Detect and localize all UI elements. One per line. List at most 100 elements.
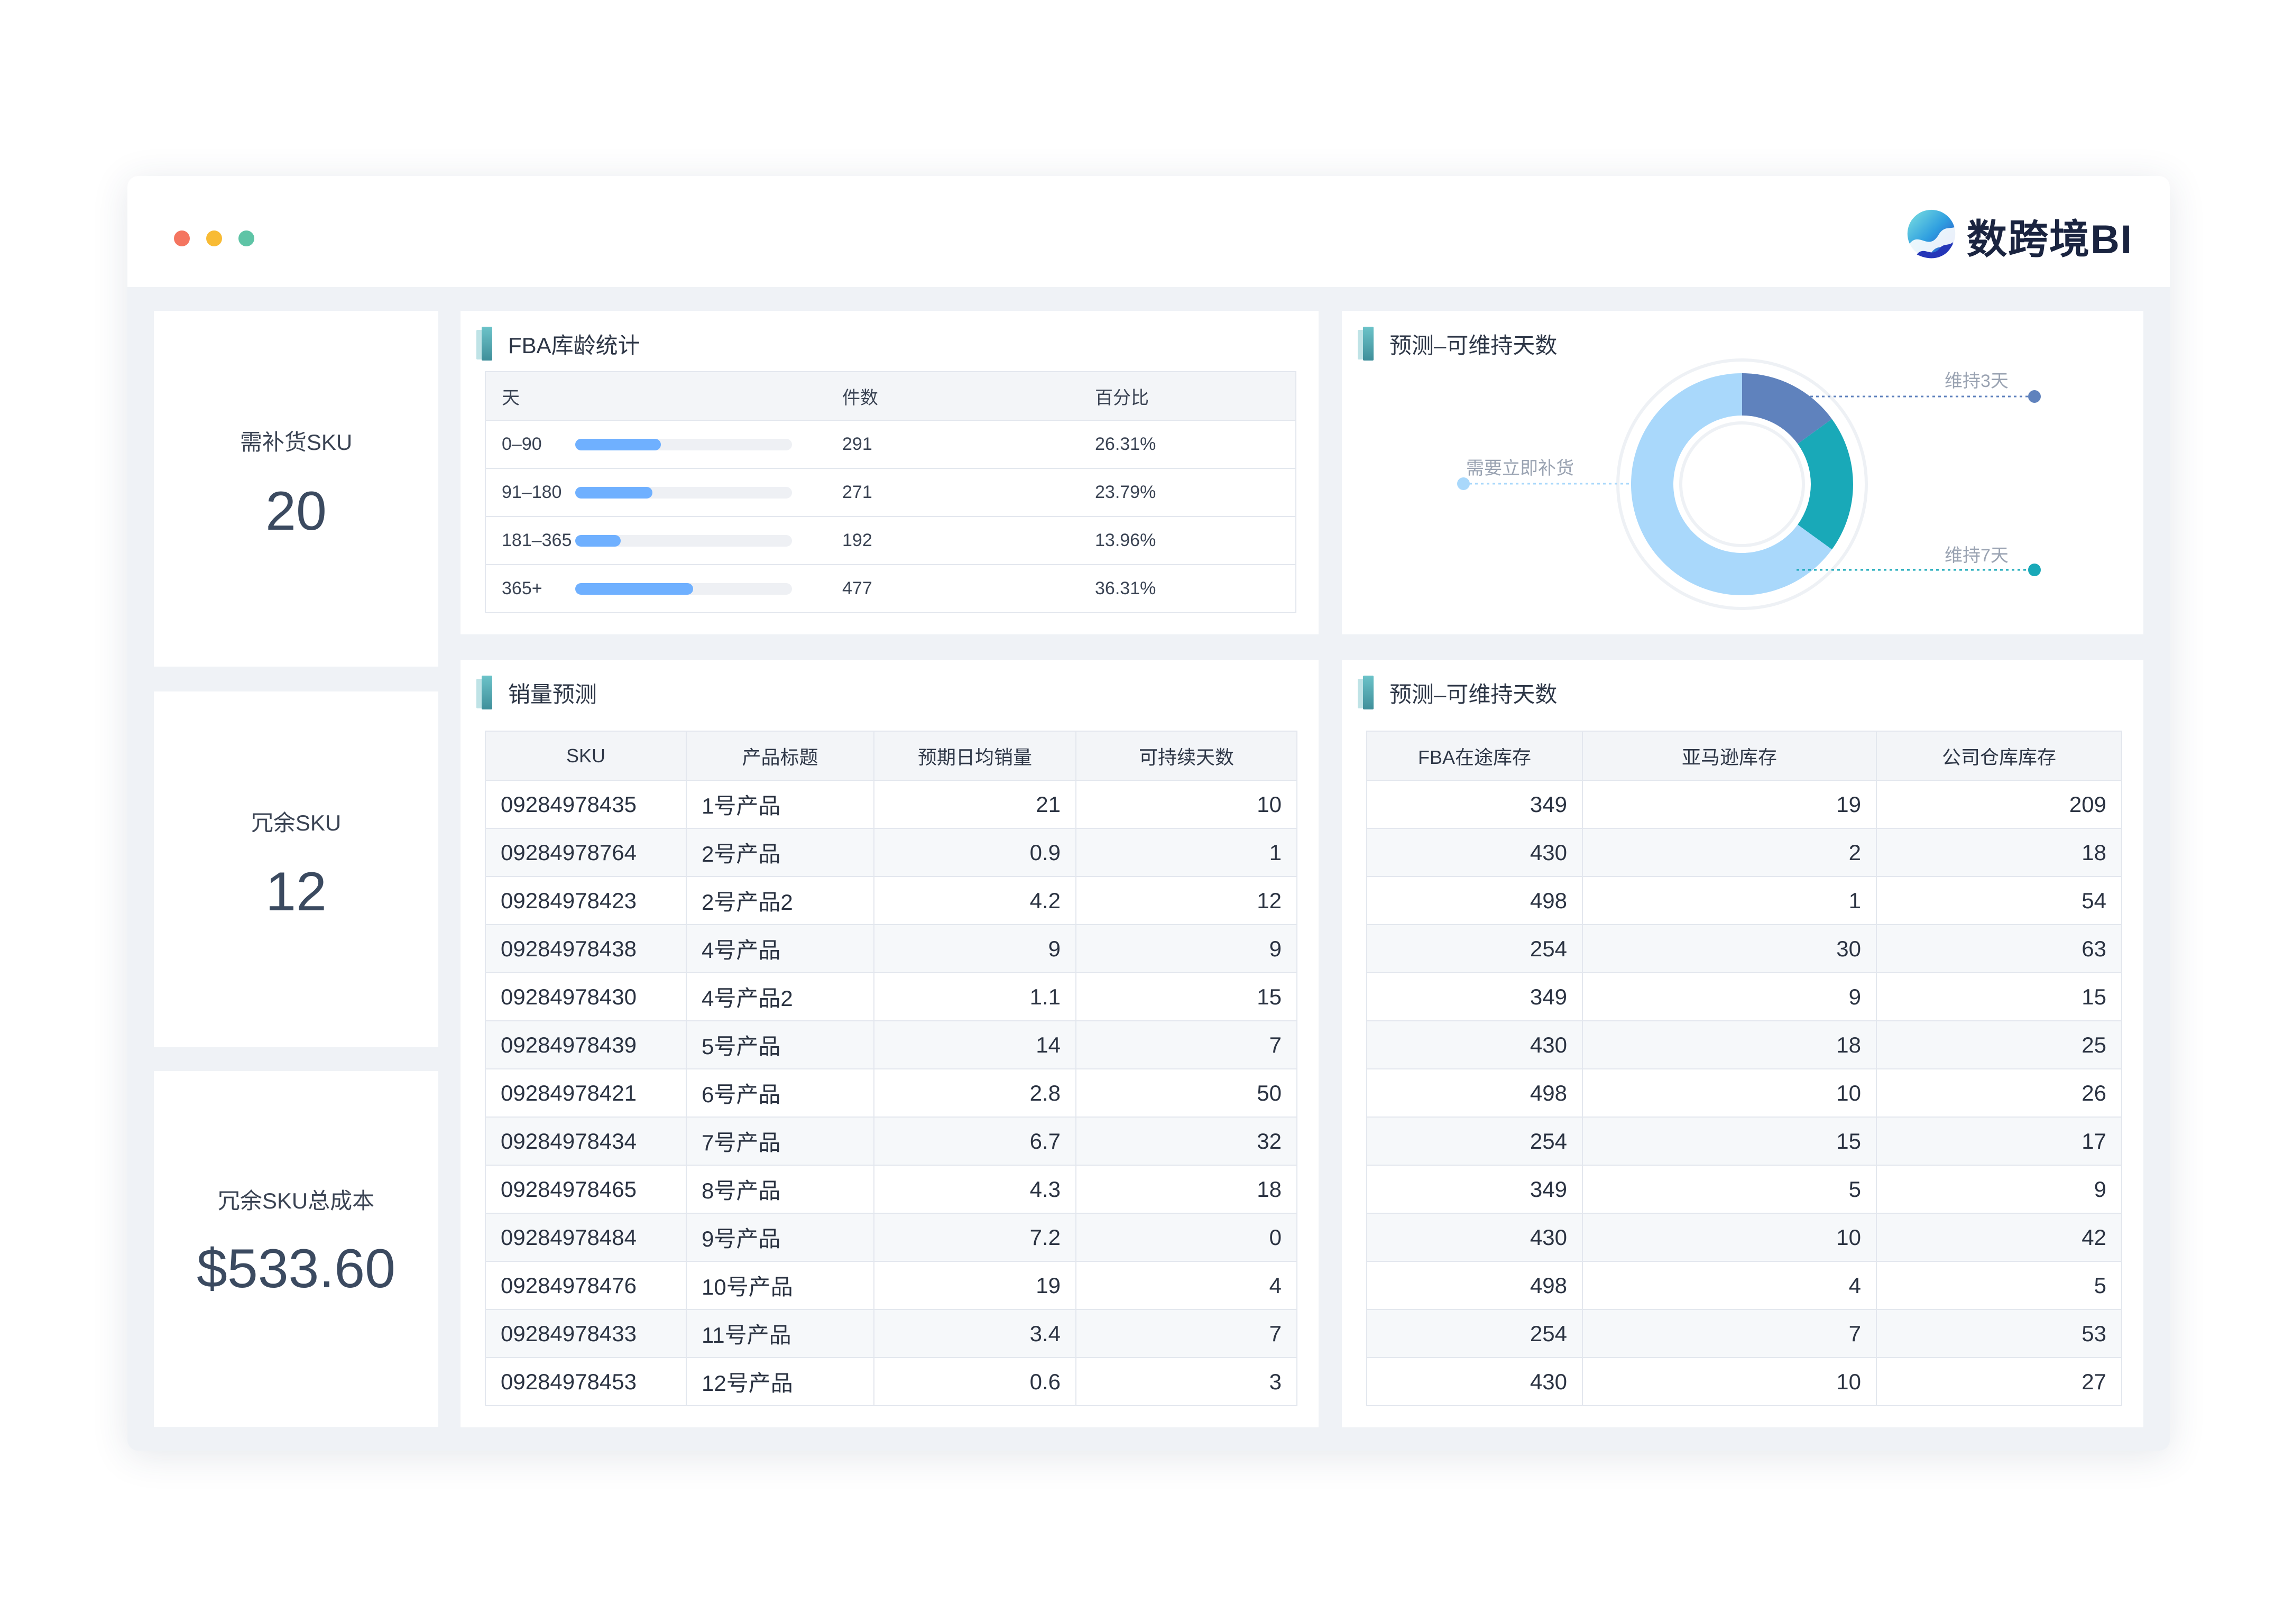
- inventory-panel: 预测–可维持天数 FBA在途库存 亚马逊库存 公司仓库库存 349 19 209 430 2…: [1342, 660, 2143, 1427]
- panel-title-text: 销量预测: [508, 681, 597, 707]
- column-header-count: 件数: [826, 371, 1079, 421]
- kpi-card-redundant-sku: 冗余SKU 12: [154, 691, 438, 1047]
- table-cell: 12号产品: [686, 1357, 874, 1406]
- table-cell: 1: [1582, 876, 1877, 925]
- table-row[interactable]: 09284978476 10号产品 19 4: [485, 1261, 1297, 1310]
- age-bar: [575, 534, 621, 547]
- table-row[interactable]: 09284978465 8号产品 4.3 18: [485, 1165, 1297, 1214]
- table-row[interactable]: 349 19 209: [1366, 780, 2122, 829]
- table-cell: 4: [1582, 1261, 1877, 1310]
- table-cell: 254: [1366, 924, 1583, 973]
- table-cell: 1: [1075, 828, 1297, 877]
- table-cell: 4.3: [873, 1165, 1076, 1214]
- table-cell: 7.2: [873, 1213, 1076, 1262]
- table-cell: 3: [1075, 1357, 1297, 1406]
- table-row[interactable]: 254 7 53: [1366, 1309, 2122, 1358]
- column-header[interactable]: 产品标题: [686, 731, 874, 781]
- column-header-days: 天: [485, 371, 575, 421]
- table-cell: 10: [1582, 1213, 1877, 1262]
- column-header[interactable]: 公司仓库库存: [1876, 731, 2122, 781]
- table-row[interactable]: 498 10 26: [1366, 1068, 2122, 1118]
- table-row[interactable]: 09284978433 11号产品 3.4 7: [485, 1309, 1297, 1358]
- table-cell: 2号产品2: [686, 876, 874, 925]
- table-row[interactable]: 09284978430 4号产品2 1.1 15: [485, 972, 1297, 1021]
- donut-chart: [1457, 358, 2041, 610]
- table-cell: 9: [873, 924, 1076, 973]
- table-row[interactable]: 09284978435 1号产品 21 10: [485, 780, 1297, 829]
- age-bar-track: [575, 534, 792, 547]
- inventory-table-scroll[interactable]: FBA在途库存 亚马逊库存 公司仓库库存 349 19 209 430 2 18 498 1 54 2…: [1366, 731, 2122, 1415]
- column-header[interactable]: 预期日均销量: [873, 731, 1076, 781]
- table-cell: 2: [1582, 828, 1877, 877]
- age-bar-track: [575, 583, 792, 595]
- panel-title-icon: [476, 676, 492, 709]
- minimize-window-button[interactable]: [206, 230, 222, 246]
- table-row[interactable]: 09284978423 2号产品2 4.2 12: [485, 876, 1297, 925]
- table-cell: 10: [1582, 1357, 1877, 1406]
- age-days: 365+: [485, 564, 575, 613]
- table-row[interactable]: 09284978453 12号产品 0.6 3: [485, 1357, 1297, 1406]
- maximize-window-button[interactable]: [238, 230, 254, 246]
- column-header[interactable]: FBA在途库存: [1366, 731, 1583, 781]
- table-row[interactable]: 349 9 15: [1366, 972, 2122, 1021]
- table-cell: 7: [1075, 1309, 1297, 1358]
- table-cell: 27: [1876, 1357, 2122, 1406]
- table-row[interactable]: 430 10 42: [1366, 1213, 2122, 1262]
- column-header[interactable]: 亚马逊库存: [1582, 731, 1877, 781]
- table-cell: 8号产品: [686, 1165, 874, 1214]
- donut-slice-immediate[interactable]: [1631, 373, 1832, 595]
- age-bar: [575, 583, 694, 595]
- brand-logo: 数跨境BI: [1901, 205, 2133, 266]
- table-row[interactable]: 498 1 54: [1366, 876, 2122, 925]
- table-row[interactable]: 430 18 25: [1366, 1020, 2122, 1069]
- table-cell: 4: [1075, 1261, 1297, 1310]
- column-header[interactable]: SKU: [485, 731, 687, 781]
- table-row[interactable]: 09284978421 6号产品 2.8 50: [485, 1068, 1297, 1118]
- table-row[interactable]: 254 15 17: [1366, 1116, 2122, 1166]
- table-cell: 53: [1876, 1309, 2122, 1358]
- table-cell: 498: [1366, 876, 1583, 925]
- age-days: 181–365: [485, 516, 575, 565]
- table-row[interactable]: 430 2 18: [1366, 828, 2122, 877]
- age-count: 192: [826, 516, 1079, 565]
- table-row[interactable]: 254 30 63: [1366, 924, 2122, 973]
- table-cell: 209: [1876, 780, 2122, 829]
- table-cell: 1.1: [873, 972, 1076, 1021]
- table-cell: 349: [1366, 780, 1583, 829]
- table-row[interactable]: 349 5 9: [1366, 1165, 2122, 1214]
- table-cell: 09284978423: [485, 876, 687, 925]
- close-window-button[interactable]: [174, 230, 190, 246]
- panel-title-icon: [476, 327, 492, 361]
- age-percent: 23.79%: [1079, 468, 1296, 517]
- donut-slice-three-days[interactable]: [1742, 373, 1832, 444]
- table-cell: 09284978764: [485, 828, 687, 877]
- table-cell: 5号产品: [686, 1020, 874, 1069]
- column-header[interactable]: 可持续天数: [1075, 731, 1297, 781]
- table-row: 181–365 192 13.96%: [485, 516, 1296, 565]
- panel-title-text: FBA库龄统计: [508, 333, 640, 358]
- panel-title-icon: [1358, 327, 1374, 361]
- table-row[interactable]: 09284978438 4号产品 9 9: [485, 924, 1297, 973]
- table-cell: 12: [1075, 876, 1297, 925]
- table-cell: 18: [1582, 1020, 1877, 1069]
- sales-table-scroll[interactable]: SKU 产品标题 预期日均销量 可持续天数 09284978435 1号产品 21 10 09…: [485, 731, 1297, 1415]
- table-cell: 09284978438: [485, 924, 687, 973]
- fba-age-panel: FBA库龄统计 天 件数 百分比 0–90 291 26.31% 91–180 …: [461, 311, 1319, 634]
- table-cell: 14: [873, 1020, 1076, 1069]
- donut-slice-seven-days[interactable]: [1798, 419, 1853, 550]
- table-row[interactable]: 09284978764 2号产品 0.9 1: [485, 828, 1297, 877]
- table-cell: 15: [1582, 1116, 1877, 1166]
- inventory-table: FBA在途库存 亚马逊库存 公司仓库库存 349 19 209 430 2 18 498 1 54 2…: [1366, 731, 2122, 1406]
- table-row[interactable]: 09284978484 9号产品 7.2 0: [485, 1213, 1297, 1262]
- table-row[interactable]: 09284978434 7号产品 6.7 32: [485, 1116, 1297, 1166]
- table-cell: 09284978430: [485, 972, 687, 1021]
- table-row[interactable]: 430 10 27: [1366, 1357, 2122, 1406]
- table-row[interactable]: 498 4 5: [1366, 1261, 2122, 1310]
- panel-title: 预测–可维持天数: [1358, 327, 1557, 361]
- panel-title-icon: [1358, 676, 1374, 709]
- table-cell: 15: [1876, 972, 2122, 1021]
- table-cell: 498: [1366, 1261, 1583, 1310]
- table-row[interactable]: 09284978439 5号产品 14 7: [485, 1020, 1297, 1069]
- age-bar-cell: [575, 468, 826, 517]
- kpi-card-restock-sku: 需补货SKU 20: [154, 311, 438, 667]
